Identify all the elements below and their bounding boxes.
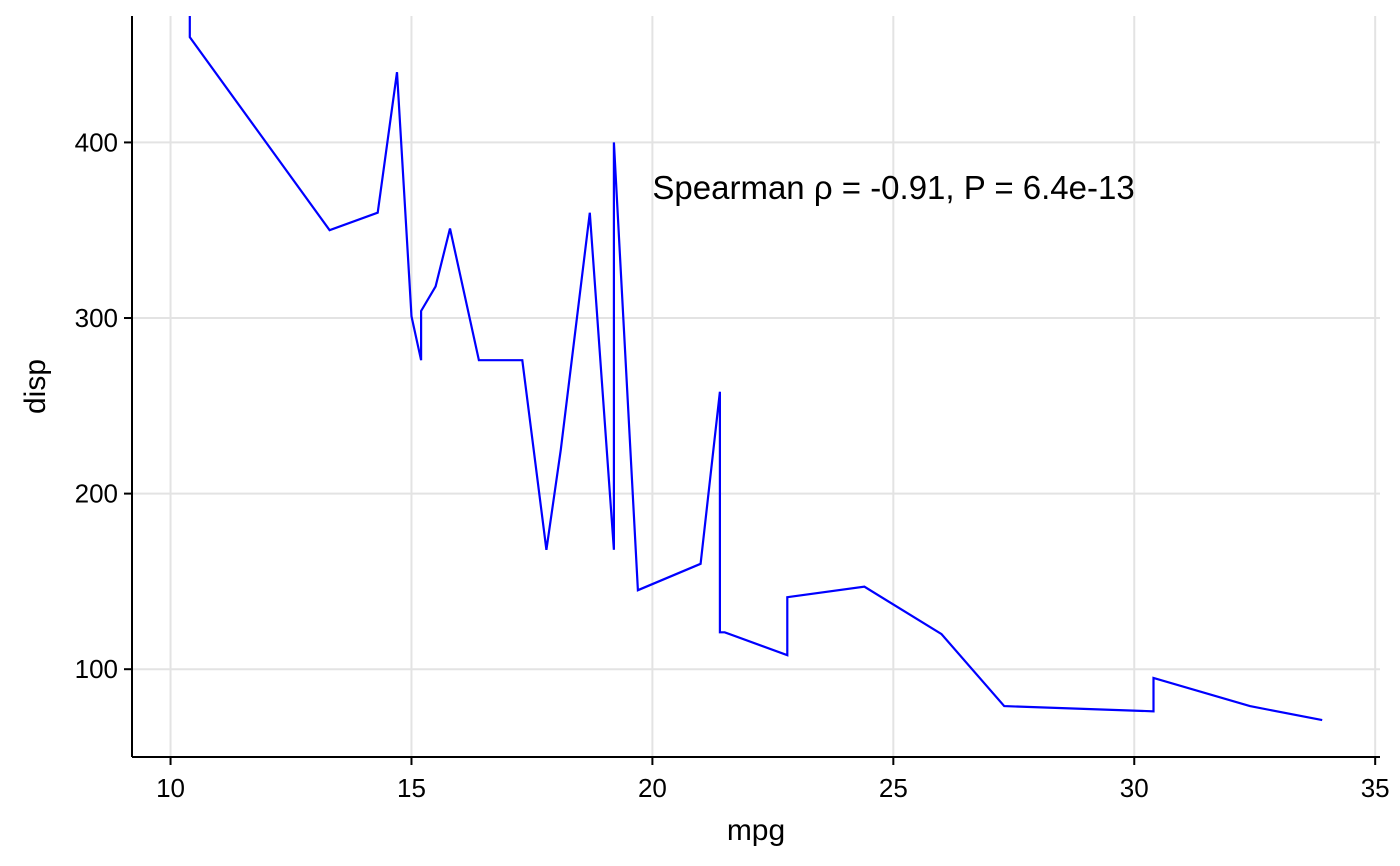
y-axis-title: disp (19, 359, 52, 414)
x-tick-label: 35 (1361, 773, 1390, 803)
spearman-annotation: Spearman ρ = -0.91, P = 6.4e-13 (652, 169, 1134, 206)
axes (124, 16, 1380, 765)
x-tick-label: 25 (879, 773, 908, 803)
series-layer (188, 16, 1323, 722)
x-tick-label: 15 (397, 773, 426, 803)
x-tick-label: 20 (638, 773, 667, 803)
x-tick-label: 10 (156, 773, 185, 803)
gridlines (132, 16, 1380, 757)
y-tick-label: 200 (75, 479, 118, 509)
tick-labels: 10 15 20 25 30 35 100 200 300 400 (75, 127, 1390, 803)
y-tick-label: 400 (75, 127, 118, 157)
x-tick-label: 30 (1120, 773, 1149, 803)
y-tick-label: 100 (75, 654, 118, 684)
series-line-1 (188, 16, 1323, 722)
y-tick-label: 300 (75, 303, 118, 333)
x-axis-title: mpg (727, 814, 785, 847)
